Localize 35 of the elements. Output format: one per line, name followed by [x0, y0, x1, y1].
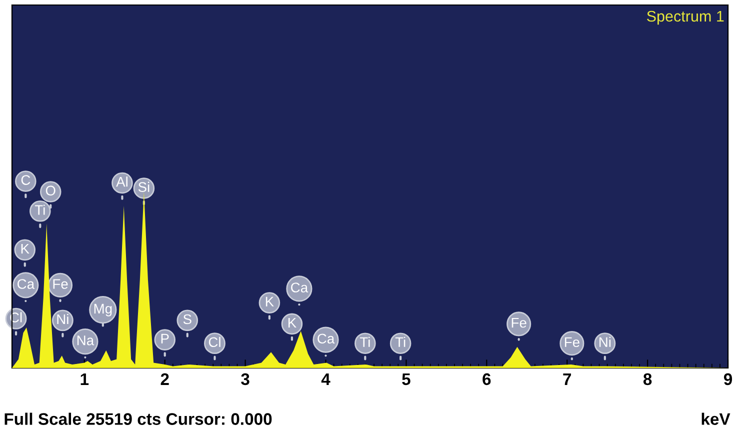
x-tick-label: 9: [724, 373, 732, 386]
annotation: Fe: [564, 337, 580, 348]
annotation: Ti: [395, 336, 406, 347]
x-tick-label: 7: [563, 373, 572, 385]
annotation: Al: [116, 176, 128, 187]
annotation: Ca: [318, 334, 335, 344]
annotation: Cl: [208, 336, 220, 348]
x-tick-label: 5: [402, 373, 410, 386]
x-tick-label: 4: [321, 373, 330, 385]
x-tick-label: 8: [643, 373, 652, 386]
annotation: Mg: [94, 304, 112, 316]
x-tick-label: 6: [482, 373, 491, 386]
annotation: Ca: [18, 279, 35, 289]
text: Full Scale 25519 cts Cursor: 0.000: [4, 412, 272, 425]
chart-title: Spectrum 1: [647, 10, 724, 25]
annotation: K: [21, 244, 30, 254]
annotation: Ti: [360, 336, 370, 347]
annotation: Ni: [599, 336, 611, 347]
x-tick-label: 1: [80, 373, 89, 385]
annotation: Ti: [34, 204, 45, 215]
annotation: Ca: [291, 282, 308, 292]
annotation: K: [288, 318, 296, 328]
annotation: O: [46, 186, 56, 196]
x-axis-title: keV: [702, 412, 730, 425]
annotation: C: [21, 175, 30, 185]
x-tick-label: 2: [160, 373, 169, 385]
annotation: Na: [77, 336, 94, 346]
annotation: Ni: [57, 314, 68, 324]
annotation: Fe: [512, 318, 526, 328]
annotation: Si: [138, 182, 150, 192]
annotation: P: [161, 334, 169, 344]
annotation: Fe: [53, 279, 68, 289]
x-tick-label: 3: [241, 373, 250, 386]
annotation: S: [183, 314, 192, 324]
annotation: K: [266, 296, 274, 306]
